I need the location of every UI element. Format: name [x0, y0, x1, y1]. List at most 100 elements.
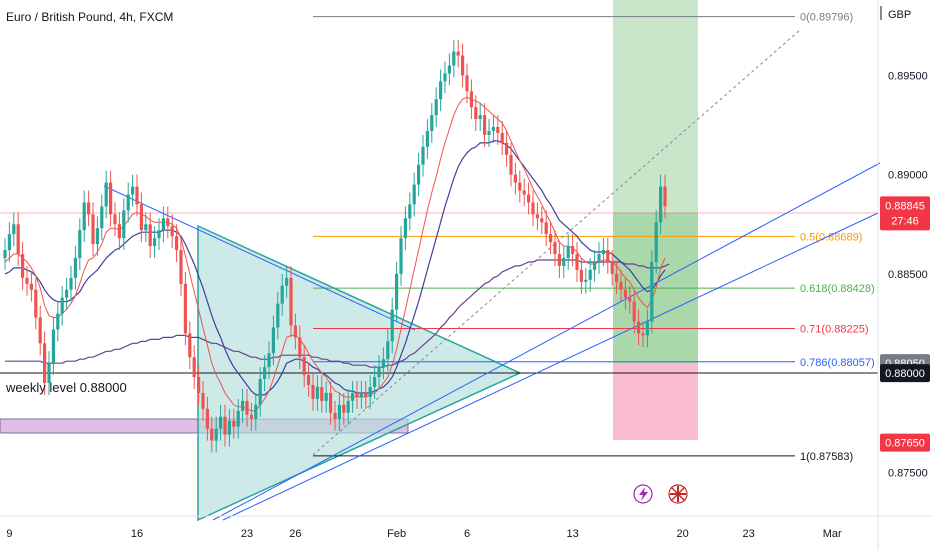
candle-body — [346, 400, 350, 413]
candle-body — [60, 297, 64, 314]
time-ticks: 9 16 23 26 Feb 6 13 20 23 Mar — [6, 528, 842, 540]
candle-body — [430, 115, 434, 131]
candle-body — [390, 309, 394, 342]
time-tick-label: 23 — [241, 528, 253, 540]
candle-body — [615, 273, 619, 282]
candle-body — [597, 254, 601, 262]
candle-body — [544, 222, 548, 235]
candle-body — [659, 186, 663, 223]
candle-body — [487, 130, 491, 135]
candle-body — [496, 127, 500, 133]
candle-body — [408, 204, 412, 219]
target-zone-upper — [613, 0, 698, 213]
fib-label: 0(0.89796) — [800, 12, 853, 24]
candle-body — [135, 186, 139, 205]
candle-body — [377, 367, 381, 378]
candle-body — [566, 246, 570, 258]
candle-body — [447, 65, 451, 74]
candle-body — [632, 301, 636, 322]
price-axis[interactable]: GBP 0.89500 0.89000 0.88500 0.87500 0.88845… — [877, 0, 930, 550]
candle-body — [461, 55, 465, 76]
candle-body — [95, 228, 99, 245]
candle-body — [311, 385, 315, 399]
candle-body — [557, 254, 561, 266]
candle-body — [549, 234, 553, 243]
fib-label: 0.71(0.88225) — [800, 323, 869, 335]
candle-body — [232, 420, 236, 427]
fib-label: 0.786(0.88057) — [800, 357, 875, 369]
time-axis[interactable]: 9 16 23 26 Feb 6 13 20 23 Mar — [0, 515, 932, 540]
candle-body — [126, 194, 130, 211]
candle-body — [166, 218, 170, 227]
candle-body — [368, 387, 372, 397]
candle-body — [188, 333, 192, 358]
candle-body — [117, 224, 121, 239]
candle-body — [258, 379, 262, 405]
candle-body — [452, 51, 456, 66]
candle-body — [170, 226, 174, 237]
candle-body — [315, 387, 319, 399]
candle-body — [364, 392, 368, 397]
candle-body — [25, 277, 29, 284]
time-tick-label: 9 — [6, 528, 12, 540]
ema-slow-line — [4, 140, 666, 396]
candle-body — [7, 234, 11, 251]
weekly-level-annotation: weekly level 0.88000 — [5, 380, 127, 395]
price-badge-value: 0.88000 — [885, 368, 925, 380]
fib-label: 0.618(0.88428) — [800, 283, 875, 295]
candle-body — [650, 261, 654, 322]
price-badge — [880, 433, 930, 452]
candle-body — [38, 317, 42, 344]
fib-label: 0.5(0.88689) — [800, 231, 862, 243]
candle-body — [324, 392, 328, 401]
candle-body — [245, 400, 249, 415]
candle-body — [16, 224, 20, 255]
candle-body — [131, 186, 135, 195]
candle-body — [509, 154, 513, 175]
candle-body — [148, 224, 152, 247]
candle-body — [302, 357, 306, 376]
candle-body — [373, 377, 377, 387]
candle-body — [606, 250, 610, 262]
ascending-trendline-lower — [222, 212, 879, 521]
candle-body — [535, 214, 539, 219]
candle-body — [395, 273, 399, 310]
candle-body — [619, 281, 623, 290]
candle-body — [109, 182, 113, 215]
lightning-icon[interactable] — [633, 484, 653, 504]
candle-body — [280, 285, 284, 304]
candle-body — [113, 214, 117, 225]
candle-body — [153, 238, 157, 247]
candle-body — [329, 392, 333, 413]
candle-body — [355, 392, 359, 397]
candle-body — [562, 258, 566, 266]
candle-body — [425, 130, 429, 147]
uk-flag-icon[interactable] — [668, 484, 688, 504]
candle-body — [601, 250, 605, 255]
drawings-layer — [103, 29, 881, 521]
candle-body — [518, 182, 522, 191]
candle-body — [139, 204, 143, 231]
chart-title: Euro / British Pound, 4h, FXCM — [6, 10, 173, 24]
candle-body — [219, 416, 223, 429]
candle-body — [157, 230, 161, 239]
candle-body — [443, 73, 447, 82]
fib-label: 1(0.87583) — [800, 451, 853, 463]
candle-body — [276, 303, 280, 328]
candle-body — [298, 337, 302, 358]
candle-body — [645, 321, 649, 336]
candle-body — [43, 343, 47, 384]
candle-body — [267, 353, 271, 368]
time-tick-label: 26 — [289, 528, 301, 540]
candle-body — [227, 420, 231, 435]
candle-body — [381, 359, 385, 368]
candle-body — [359, 392, 363, 397]
candle-body — [271, 327, 275, 354]
candle-body — [12, 224, 16, 235]
candle-body — [56, 313, 60, 330]
candle-body — [285, 277, 289, 286]
time-tick-label: 6 — [464, 528, 470, 540]
time-tick-label: Feb — [387, 528, 406, 540]
candle-body — [91, 214, 95, 245]
